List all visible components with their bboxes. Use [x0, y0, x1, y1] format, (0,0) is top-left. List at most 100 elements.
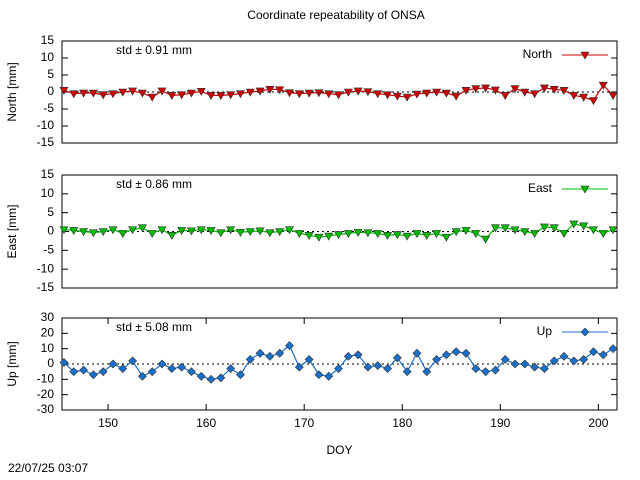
data-point [530, 90, 540, 99]
data-point [402, 367, 412, 377]
data-point [157, 87, 167, 96]
x-tick-label: 160 [196, 416, 216, 430]
data-point [236, 370, 245, 380]
data-point [392, 92, 402, 101]
annotation: std ± 5.08 mm [116, 320, 192, 334]
data-point [59, 226, 69, 235]
data-point [314, 89, 324, 98]
data-point [59, 87, 69, 95]
y-tick-label: 10 [41, 341, 55, 355]
data-point [520, 359, 530, 369]
y-tick-label: 5 [47, 67, 54, 81]
data-point [137, 89, 147, 98]
data-point [598, 81, 608, 90]
x-axis-label: DOY [326, 443, 352, 457]
data-point [490, 365, 500, 375]
data-point [98, 228, 108, 237]
data-point [363, 88, 373, 97]
y-tick-label: -5 [43, 243, 54, 257]
data-point [549, 224, 559, 233]
data-point [559, 230, 569, 238]
data-point [255, 227, 265, 236]
data-point [196, 226, 206, 235]
data-point [285, 341, 294, 351]
data-point [580, 51, 590, 60]
data-point [275, 228, 285, 237]
data-point [598, 350, 608, 360]
data-point [589, 347, 598, 357]
data-point [284, 226, 295, 235]
data-point [500, 354, 510, 364]
y-tick-label: 15 [41, 167, 55, 181]
data-point [392, 231, 402, 240]
data-point [334, 91, 344, 100]
y-tick-label: -15 [37, 135, 55, 149]
data-point [187, 367, 196, 377]
data-point [167, 92, 177, 101]
y-axis-label: Up [mm] [5, 341, 19, 386]
data-point [98, 367, 108, 377]
y-axis-label: East [mm] [5, 204, 19, 258]
x-tick-label: 190 [490, 416, 510, 430]
x-tick-label: 150 [98, 416, 118, 430]
data-point [481, 367, 491, 377]
y-tick-label: -10 [37, 261, 55, 275]
data-point [500, 92, 510, 101]
data-point [471, 85, 481, 94]
legend-label: Up [537, 324, 553, 338]
data-point [363, 362, 373, 372]
data-point [608, 226, 618, 235]
data-point [69, 90, 79, 99]
data-point [118, 88, 128, 97]
data-point [353, 87, 363, 96]
annotation: std ± 0.86 mm [116, 177, 192, 191]
data-point [157, 359, 167, 369]
data-point [441, 350, 451, 360]
data-point [206, 227, 216, 235]
y-tick-label: -10 [37, 372, 55, 386]
y-tick-label: 0 [47, 84, 54, 98]
series-line [63, 344, 614, 380]
chart-title: Coordinate repeatability of ONSA [247, 8, 424, 22]
data-point [324, 371, 334, 381]
data-point [451, 228, 461, 237]
data-point [461, 227, 471, 235]
data-point [88, 370, 98, 380]
data-point [108, 226, 118, 235]
data-point [334, 364, 343, 374]
data-point [118, 230, 128, 238]
x-tick-label: 180 [392, 416, 412, 430]
data-point [235, 90, 245, 99]
data-point [500, 224, 510, 233]
data-point [588, 97, 598, 106]
data-point [265, 85, 275, 94]
data-point [549, 85, 559, 94]
data-point [441, 233, 451, 242]
legend-label: East [528, 181, 553, 195]
data-point [275, 86, 285, 95]
data-point [412, 348, 422, 358]
data-point [549, 356, 559, 366]
data-point [186, 89, 196, 98]
data-point [422, 89, 432, 98]
data-point [402, 93, 412, 102]
data-point [137, 371, 147, 381]
data-point [481, 84, 491, 93]
data-point [79, 365, 88, 375]
data-point [422, 231, 432, 240]
data-point [98, 91, 108, 100]
data-point [451, 347, 461, 357]
data-point [490, 86, 500, 95]
data-point [559, 351, 569, 361]
data-point [304, 231, 314, 240]
data-point [206, 92, 216, 101]
data-point [412, 230, 422, 238]
data-point [588, 226, 598, 235]
data-point [304, 89, 314, 98]
data-point [598, 230, 608, 238]
data-point [461, 87, 471, 95]
data-point [343, 88, 353, 97]
y-tick-label: -5 [43, 101, 54, 115]
